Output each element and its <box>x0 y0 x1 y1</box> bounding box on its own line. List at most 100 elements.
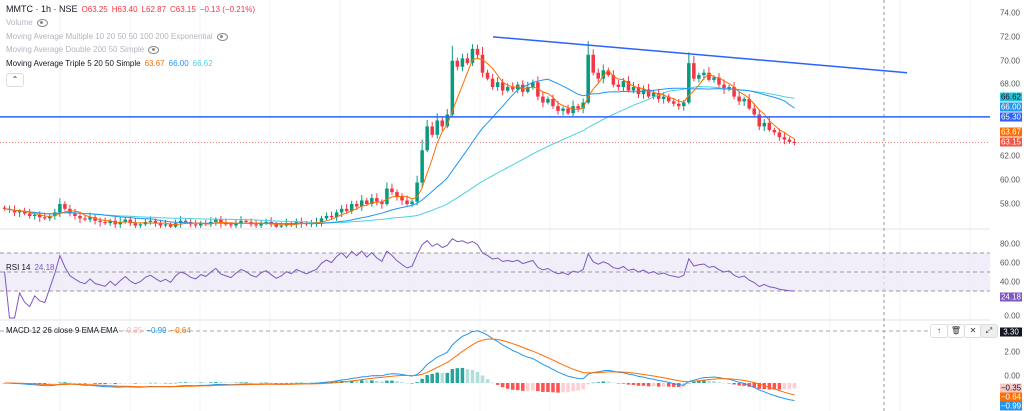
eye-hidden-icon[interactable] <box>216 32 228 41</box>
candle-body <box>395 192 399 197</box>
last-price-tag: 63.15 <box>1000 137 1022 147</box>
candle-body <box>264 221 268 224</box>
macd-histogram-bar <box>153 382 158 384</box>
macd-histogram-bar <box>93 383 97 384</box>
candle-body <box>727 87 731 90</box>
ma-double-label: Moving Average Double 200 50 Simple <box>6 45 145 54</box>
ma20-line <box>4 78 795 225</box>
candle-body <box>742 98 746 102</box>
candle-body <box>631 87 636 91</box>
macd-histogram-bar <box>596 382 601 383</box>
macd-histogram-bar <box>752 383 756 388</box>
candle-body <box>626 81 631 91</box>
macd-histogram-bar <box>88 383 92 384</box>
macd-histogram-bar <box>757 383 762 389</box>
candle-body <box>339 208 344 213</box>
ma-double-legend[interactable]: Moving Average Double 200 50 Simple <box>6 45 160 54</box>
price-tick: 72.00 <box>999 32 1020 42</box>
macd-histogram-bar <box>546 383 550 392</box>
macd-histogram-bar <box>309 382 314 384</box>
candle-body <box>440 120 445 127</box>
ma-multiple-legend[interactable]: Moving Average Multiple 10 20 50 50 100 … <box>6 32 228 41</box>
macd-histogram-bar <box>128 383 133 384</box>
macd-histogram-bar <box>395 381 399 383</box>
candle-body <box>12 210 17 213</box>
candle-body <box>370 198 374 205</box>
macd-histogram-bar <box>561 383 565 393</box>
macd-histogram-bar <box>224 382 228 383</box>
macd-histogram-bar <box>521 383 525 391</box>
macd-histogram-bar <box>390 380 394 383</box>
candle-body <box>324 215 329 219</box>
candle-body <box>561 108 565 111</box>
maximize-pane-button[interactable]: ⤢ <box>980 324 998 338</box>
rsi-label: RSI 14 <box>6 263 31 272</box>
macd-histogram-bar <box>68 382 72 384</box>
candle-body <box>747 98 751 109</box>
macd-histogram-bar <box>566 383 570 393</box>
candle-body <box>601 70 606 79</box>
macd-histogram-bar <box>460 367 465 383</box>
candle-body <box>510 87 515 90</box>
candle-body <box>752 108 756 115</box>
ma-triple-legend[interactable]: Moving Average Triple 5 20 50 Simple 63.… <box>6 59 213 68</box>
candle-body <box>556 106 560 111</box>
macd-histogram-bar <box>611 382 616 384</box>
macd-histogram-bar <box>209 382 213 383</box>
candle-body <box>767 122 772 131</box>
macd-histogram-bar <box>229 382 233 384</box>
candle-body <box>646 89 651 97</box>
candle-body <box>88 217 92 220</box>
macd-histogram-bar <box>204 382 208 384</box>
delete-pane-button[interactable]: 🗑 <box>947 324 965 338</box>
macd-histogram-bar <box>400 381 404 383</box>
candle-body <box>666 96 671 102</box>
candle-body <box>27 213 32 216</box>
collapse-legend-button[interactable]: ⌃ <box>6 73 24 87</box>
candle-body <box>123 219 128 222</box>
candle-body <box>380 201 384 205</box>
macd-histogram-bar <box>485 379 490 383</box>
macd-histogram-bar <box>365 380 369 383</box>
price-tick: 70.00 <box>999 56 1020 66</box>
macd-histogram-bar <box>671 383 676 387</box>
price-tick: 62.00 <box>999 151 1020 161</box>
candle-body <box>239 220 243 224</box>
candle-body <box>168 224 173 227</box>
macd-histogram-bar <box>113 383 117 385</box>
eye-hidden-icon[interactable] <box>148 45 160 54</box>
candle-body <box>762 122 767 127</box>
macd-histogram-bar <box>435 372 439 383</box>
move-up-button[interactable]: ↑ <box>930 324 948 338</box>
macd-histogram-bar <box>712 380 716 383</box>
candle-body <box>792 141 797 143</box>
candle-body <box>430 126 434 135</box>
candle-body <box>108 220 112 224</box>
macd-histogram-bar <box>636 383 641 386</box>
macd-histogram-bar <box>450 369 455 383</box>
eye-hidden-icon[interactable] <box>36 18 48 27</box>
low-value: L62.87 <box>141 4 167 14</box>
macd-histogram-bar <box>168 383 173 384</box>
macd-legend: MACD 12 26 close 9 EMA EMA −0.35 −0.99 −0.6… <box>6 326 191 335</box>
macd-histogram-bar <box>108 383 112 384</box>
macd-histogram-bar <box>646 383 651 387</box>
candle-body <box>671 101 676 104</box>
macd-histogram-bar <box>551 383 555 393</box>
ma50-price-tag: 66.62 <box>1000 92 1022 102</box>
macd-histogram-bar <box>772 383 777 390</box>
macd-tick: 2.00 <box>1004 347 1020 357</box>
volume-legend[interactable]: Volume <box>6 18 48 27</box>
macd-histogram-bar <box>666 383 671 387</box>
ma5-price-tag: 63.67 <box>1000 127 1022 137</box>
macd-histogram-bar <box>727 383 731 384</box>
macd-histogram-bar <box>405 382 409 384</box>
macd-histogram-bar <box>440 372 445 383</box>
candle-body <box>757 114 762 127</box>
macd-histogram-bar <box>83 383 87 384</box>
macd-histogram-bar <box>244 382 248 383</box>
candle-body <box>490 78 495 88</box>
macd-histogram-bar <box>53 383 57 384</box>
symbol-title: MMTC · 1h · NSE <box>6 4 78 14</box>
